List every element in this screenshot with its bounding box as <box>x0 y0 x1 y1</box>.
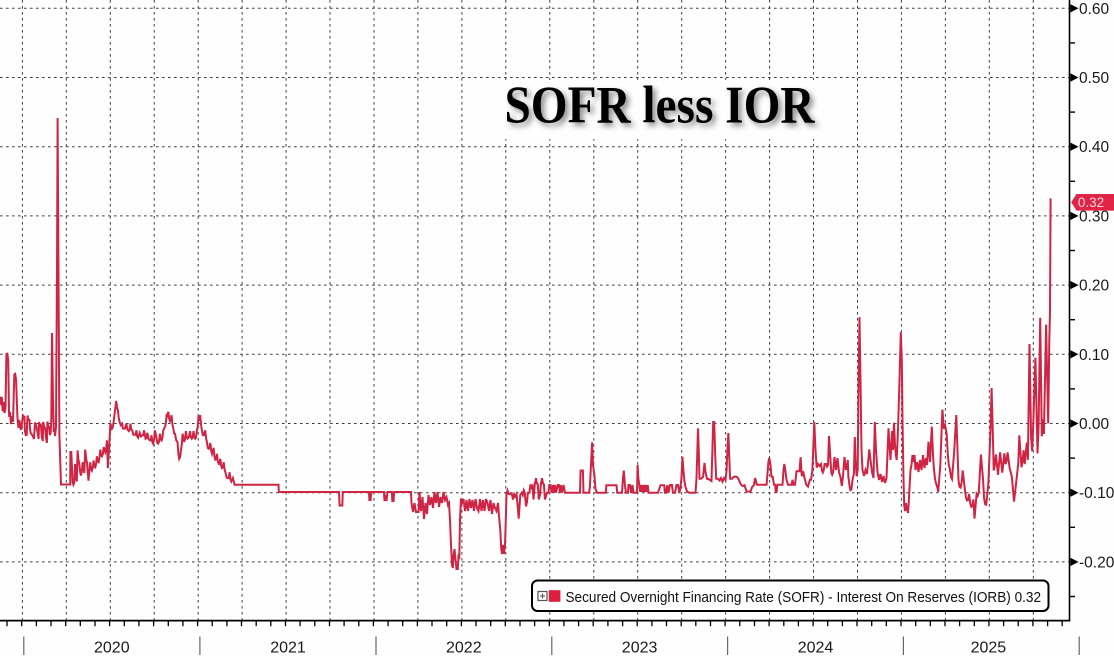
svg-text:0.00: 0.00 <box>1079 416 1110 433</box>
svg-text:0.10: 0.10 <box>1079 347 1110 364</box>
svg-text:0.40: 0.40 <box>1079 139 1110 156</box>
svg-text:0.60: 0.60 <box>1079 1 1110 18</box>
svg-text:-0.10: -0.10 <box>1079 485 1114 502</box>
svg-text:2024: 2024 <box>798 640 834 656</box>
svg-text:2022: 2022 <box>446 640 482 656</box>
svg-text:0.20: 0.20 <box>1079 278 1110 295</box>
svg-text:0.32: 0.32 <box>1078 195 1104 210</box>
svg-text:0.50: 0.50 <box>1079 70 1110 87</box>
svg-text:2021: 2021 <box>270 640 306 656</box>
svg-text:Secured Overnight Financing Ra: Secured Overnight Financing Rate (SOFR) … <box>566 589 1042 606</box>
svg-text:2023: 2023 <box>622 640 658 656</box>
svg-text:2025: 2025 <box>971 640 1007 656</box>
svg-text:SOFR less IOR: SOFR less IOR <box>505 77 816 135</box>
svg-text:2020: 2020 <box>94 640 130 656</box>
svg-text:0.30: 0.30 <box>1079 208 1110 225</box>
svg-text:-0.20: -0.20 <box>1079 554 1114 571</box>
